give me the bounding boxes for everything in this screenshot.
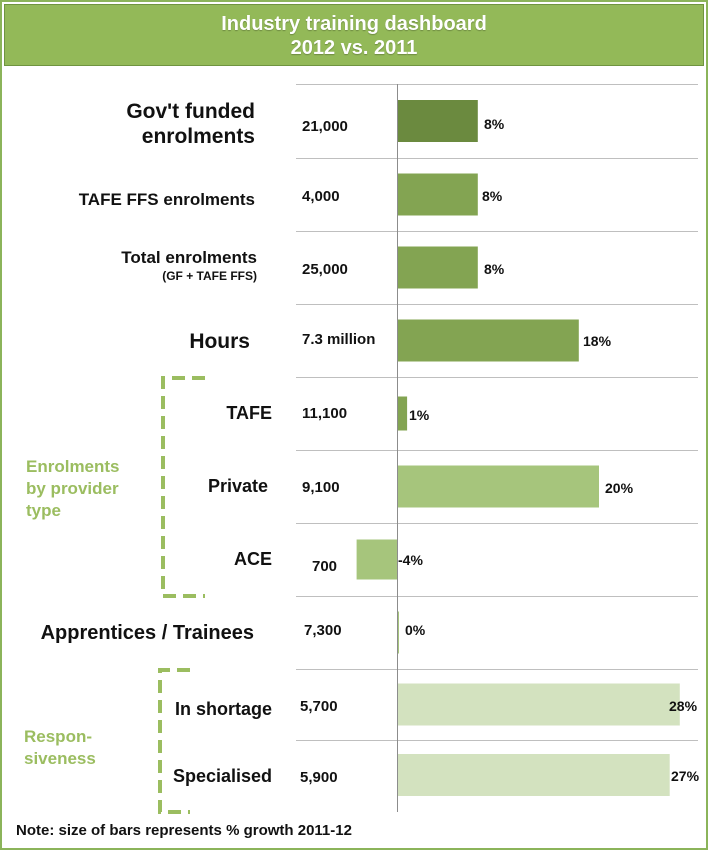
growth-bar	[397, 683, 680, 726]
row-value-private: 9,100	[302, 479, 340, 496]
group-label-line: Respon-	[24, 727, 92, 746]
growth-bar	[397, 100, 478, 142]
row-value-govt-funded: 21,000	[302, 118, 348, 135]
growth-label-govt-funded: 8%	[484, 116, 505, 132]
row-value-specialised: 5,900	[300, 769, 338, 786]
growth-bar	[356, 539, 397, 580]
row-label-specialised: Specialised	[172, 766, 272, 786]
growth-label-private: 20%	[605, 480, 634, 496]
group-label-line: type	[26, 501, 61, 520]
group-label-line: siveness	[24, 749, 96, 768]
group-label-enrolments-by-provider: Enrolments by provider type	[26, 456, 120, 522]
growth-bar	[397, 396, 408, 431]
row-label-total-enrolments: Total enrolments	[121, 248, 257, 267]
growth-label-total-enrolments: 8%	[484, 261, 505, 277]
row-label-govt-funded: Gov't funded enrolments	[126, 100, 255, 148]
growth-bar	[397, 246, 478, 289]
row-value-apprentices: 7,300	[304, 622, 342, 639]
row-label-apprentices: Apprentices / Trainees	[40, 622, 254, 644]
growth-label-hours: 18%	[583, 333, 612, 349]
growth-label-apprentices: 0%	[405, 622, 426, 638]
dashboard-header: Industry training dashboard 2012 vs. 201…	[4, 4, 704, 66]
growth-label-tafe: 1%	[409, 407, 430, 423]
bracket-responsiveness	[158, 668, 190, 814]
group-label-line: by provider	[26, 479, 119, 498]
footnote: Note: size of bars represents % growth 2…	[16, 822, 352, 839]
row-sublabel-total-enrolments: (GF + TAFE FFS)	[162, 269, 257, 283]
row-label-in-shortage: In shortage	[174, 699, 272, 719]
title-line-1: Industry training dashboard	[221, 13, 487, 35]
row-label-ace: ACE	[233, 549, 272, 569]
growth-bar	[397, 754, 670, 796]
row-label-private: Private	[207, 476, 268, 496]
growth-bar	[397, 465, 599, 508]
row-value-tafe: 11,100	[302, 405, 348, 422]
growth-label-ace: -4%	[398, 552, 423, 568]
row-value-hours: 7.3 million	[302, 331, 376, 348]
group-label-line: Enrolments	[26, 457, 120, 476]
growth-bar	[397, 173, 478, 216]
growth-label-specialised: 27%	[671, 768, 700, 784]
group-label-responsiveness: Respon- siveness	[24, 726, 96, 770]
growth-label-tafe-ffs: 8%	[482, 188, 503, 204]
title-line-2: 2012 vs. 2011	[290, 37, 418, 59]
row-value-in-shortage: 5,700	[300, 698, 338, 715]
row-value-ace: 700	[312, 558, 338, 575]
row-label-tafe: TAFE	[226, 403, 272, 423]
row-label-hours: Hours	[189, 330, 250, 353]
bracket-provider-type	[161, 376, 205, 598]
row-label-tafe-ffs: TAFE FFS enrolments	[78, 190, 255, 209]
growth-label-in-shortage: 28%	[669, 698, 698, 714]
row-value-tafe-ffs: 4,000	[302, 188, 340, 205]
growth-bar	[397, 319, 579, 362]
row-value-total-enrolments: 25,000	[302, 261, 348, 278]
